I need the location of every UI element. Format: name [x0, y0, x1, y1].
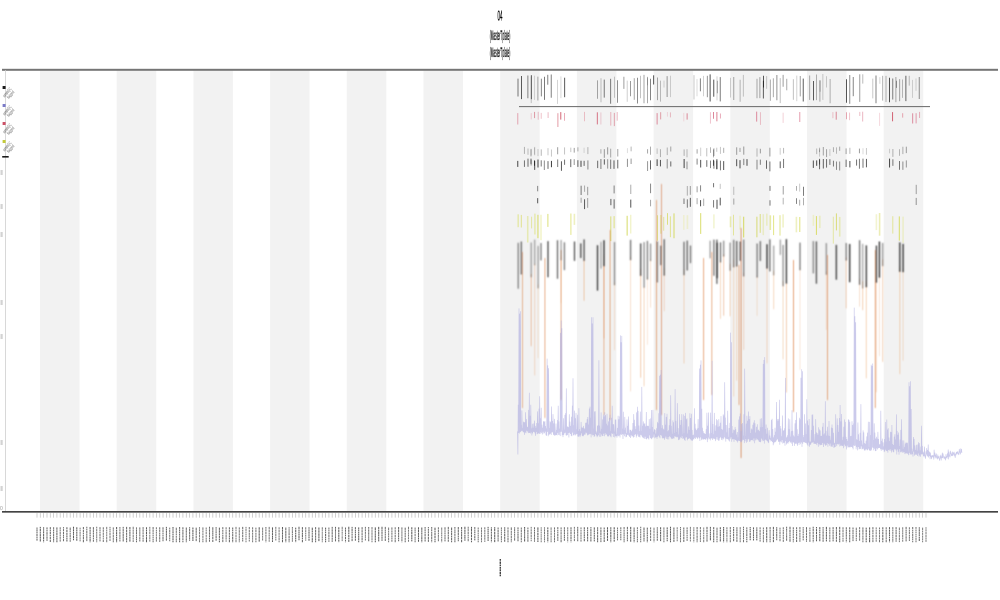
- svg-text:(MasterTplate): (MasterTplate): [490, 27, 511, 43]
- svg-text:sampleQC: sampleQC: [2, 123, 13, 135]
- svg-text:flagged: flagged: [6, 143, 16, 153]
- svg-text:flagged: flagged: [6, 125, 16, 135]
- svg-text:(MasterTplate): (MasterTplate): [490, 44, 511, 60]
- svg-text:sampleQC: sampleQC: [2, 105, 13, 117]
- svg-text:flagged: flagged: [6, 107, 16, 117]
- svg-text:04: 04: [498, 8, 503, 25]
- svg-text:flagged: flagged: [6, 89, 16, 99]
- svg-text:sampleQC: sampleQC: [2, 87, 13, 99]
- svg-text:sampleQC: sampleQC: [2, 141, 13, 153]
- svg-text:0: 0: [0, 506, 3, 512]
